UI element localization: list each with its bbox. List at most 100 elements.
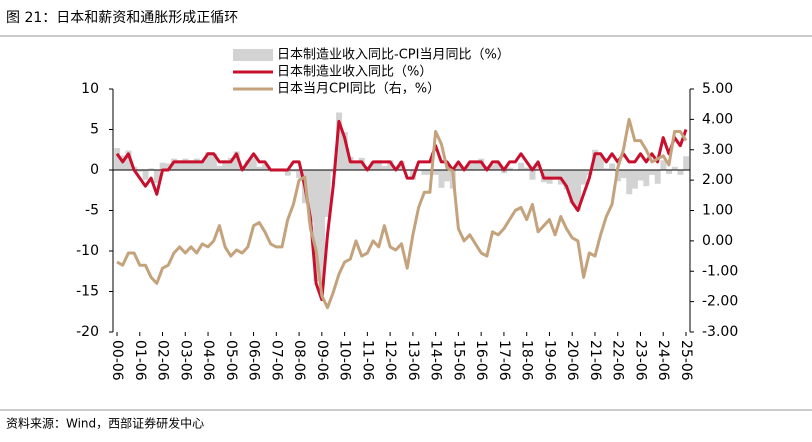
y2-tick-label: 2.00 [702,172,733,188]
area-bar [626,170,633,195]
area-bar [370,161,377,170]
y-tick-label: -5 [85,203,99,219]
area-bar [489,164,496,170]
x-tick-label: 01-06 [132,340,148,381]
x-tick-label: 18-06 [519,340,535,381]
area-bar [631,170,638,189]
x-tick-label: 23-06 [632,340,648,381]
y2-tick-label: -2.00 [702,294,738,310]
area-bar [649,170,656,175]
area-bar [444,170,451,182]
y-tick-label: 10 [81,81,99,97]
legend-label: 日本制造业收入同比（%） [277,65,432,80]
x-tick-label: 06-06 [246,340,262,381]
area-bar [501,170,508,174]
y2-tick-label: 3.00 [702,142,733,158]
area-bar [603,168,610,170]
area-bar [552,170,559,180]
area-bar [637,170,644,181]
area-bar [563,170,570,190]
area-bar [387,160,394,170]
area-bar [233,151,240,170]
y2-tick-label: 4.00 [702,111,733,127]
area-bar [353,161,360,170]
y-tick-label: -10 [76,243,99,259]
area-bar [495,163,502,170]
legend-label: 日本制造业收入同比-CPI当月同比（%） [277,48,510,63]
area-bar [153,170,160,183]
x-tick-label: 15-06 [450,340,466,381]
area-bar [324,170,331,217]
x-tick-label: 07-06 [268,340,284,381]
area-bar [421,170,428,175]
area-bar [529,170,536,180]
area-bar [671,166,678,170]
area-bar [245,160,252,170]
series-line [116,117,688,310]
x-tick-label: 12-06 [382,340,398,381]
x-tick-label: 24-06 [655,340,671,381]
area-bar [182,158,189,170]
series-line [115,119,688,302]
area-bar [193,158,200,170]
area-bar [472,161,479,170]
area-bar [125,150,132,170]
legend-swatch [233,49,273,61]
area-bar [677,170,684,175]
area-bar [683,156,690,170]
y-tick-label: 0 [90,162,99,178]
x-tick-label: 16-06 [473,340,489,381]
x-tick-label: 02-06 [155,340,171,381]
area-bar [205,152,212,170]
area-bar [438,170,445,188]
area-bar [654,170,661,184]
area-bar [290,170,297,172]
area-bar [307,170,314,222]
x-tick-label: 00-06 [109,340,125,381]
x-tick-label: 13-06 [405,340,421,381]
y2-tick-label: -1.00 [702,263,738,279]
area-bar [222,160,229,170]
area-bar [216,165,223,170]
x-tick-label: 14-06 [428,340,444,381]
area-bar [620,170,627,179]
area-bar [569,170,576,204]
x-tick-label: 19-06 [541,340,557,381]
x-tick-label: 25-06 [678,340,694,381]
area-bar [313,170,320,281]
area-bar [432,170,439,175]
area-bar [597,155,604,170]
area-bar [523,167,530,170]
area-bar [660,160,667,170]
area-bar [171,158,178,170]
y-tick-label: -20 [76,324,99,340]
area-bar [427,170,434,175]
area-bar [666,170,673,175]
source: 资料来源：Wind，西部证券研发中心 [6,416,204,431]
area-bar [347,157,354,170]
area-bar [256,166,263,170]
area-bar [518,162,525,170]
x-tick-label: 21-06 [587,340,603,381]
area-bar [643,170,650,187]
area-bar [336,112,343,170]
area-bar [142,170,149,180]
x-tick-label: 04-06 [200,340,216,381]
area-bar [114,148,121,170]
area-bar [455,165,462,170]
area-bar [136,170,143,172]
x-tick-label: 03-06 [177,340,193,381]
x-tick-label: 17-06 [496,340,512,381]
area-bar [318,170,325,286]
area-bar [210,153,217,170]
legend-label: 日本当月CPI同比（右，%） [277,82,440,97]
y2-tick-label: 0.00 [702,233,733,249]
x-tick-label: 09-06 [314,340,330,381]
x-tick-label: 22-06 [610,340,626,381]
area-bar [227,157,234,170]
y2-tick-label: 5.00 [702,81,733,97]
area-bar [176,160,183,170]
area-bar [535,164,542,170]
area-bar [296,170,303,179]
